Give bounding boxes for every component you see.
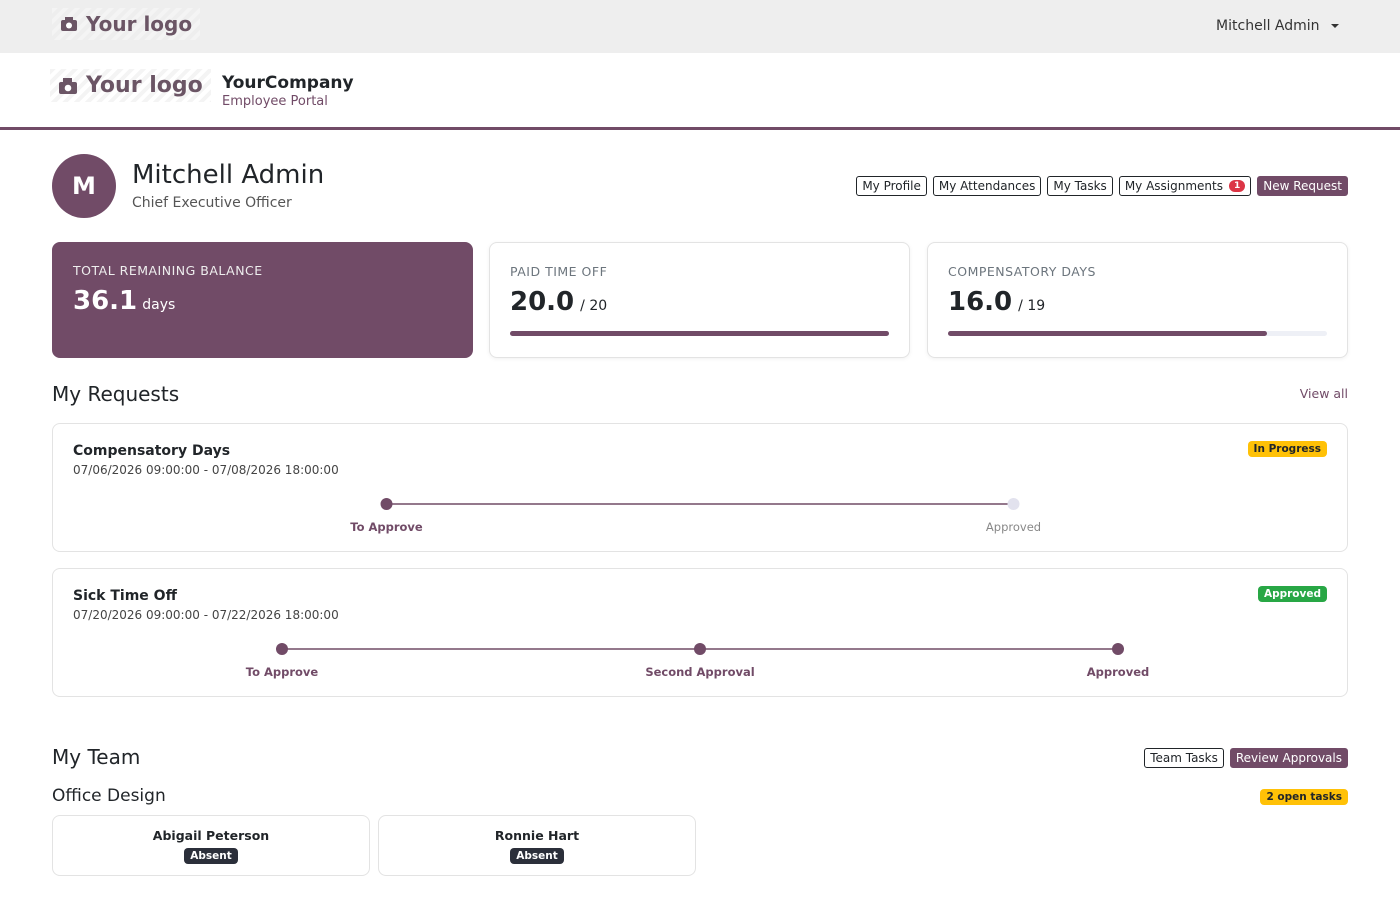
- logo-text: Your logo: [86, 12, 193, 36]
- step-dot: [694, 643, 706, 655]
- open-tasks-badge[interactable]: 2 open tasks: [1260, 789, 1348, 805]
- request-name: Compensatory Days: [73, 443, 231, 459]
- step-label: To Approve: [350, 520, 423, 534]
- logo[interactable]: Your logo: [50, 69, 211, 102]
- allocation-value: 16.0: [948, 287, 1013, 317]
- view-all-link[interactable]: View all: [1299, 386, 1348, 401]
- step-label: Second Approval: [645, 665, 755, 679]
- profile-name: Mitchell Admin: [132, 160, 325, 190]
- request-dates: 07/20/2026 09:00:00 - 07/22/2026 18:00:0…: [73, 608, 339, 622]
- timeline: [380, 498, 1020, 510]
- profile-button[interactable]: My Profile: [856, 176, 927, 196]
- allocation-card: PAID TIME OFF 20.0 / 20: [489, 242, 910, 358]
- progress-track: [510, 331, 889, 336]
- profile-button[interactable]: My Assignments 1: [1118, 176, 1252, 196]
- request-card[interactable]: Sick Time Off 07/20/2026 09:00:00 - 07/22…: [52, 568, 1348, 697]
- allocation-label: COMPENSATORY DAYS: [948, 264, 1096, 279]
- top-bar: Your logo Mitchell Admin: [0, 0, 1400, 53]
- request-card[interactable]: Compensatory Days 07/06/2026 09:00:00 - 0…: [52, 423, 1348, 552]
- count-badge: 1: [1229, 180, 1246, 192]
- progress-fill: [510, 331, 889, 336]
- balance-label: TOTAL REMAINING BALANCE: [73, 263, 263, 278]
- caret: [1331, 24, 1339, 28]
- step-dot: [276, 643, 288, 655]
- step-label: Approved: [1086, 665, 1150, 679]
- step-dot: [1112, 643, 1124, 655]
- status-badge: In Progress: [1247, 441, 1327, 457]
- button-label: My Tasks: [1053, 179, 1107, 193]
- profile-button[interactable]: New Request: [1257, 176, 1348, 196]
- section-title: My Team: [52, 745, 141, 769]
- member-name: Ronnie Hart: [494, 828, 580, 843]
- allocation-total: / 20: [580, 298, 608, 314]
- step-dot: [1007, 498, 1020, 510]
- balance-card: TOTAL REMAINING BALANCE 36.1 days: [52, 242, 473, 358]
- profile-button[interactable]: My Tasks: [1047, 176, 1113, 196]
- user-menu[interactable]: Mitchell Admin: [1216, 18, 1340, 34]
- member-card[interactable]: Ronnie Hart Absent: [378, 815, 696, 876]
- allocation-value: 20.0: [510, 287, 575, 317]
- step-label: Approved: [985, 520, 1042, 534]
- profile-actions: My Profile My Attendances My Tasks My Assig…: [850, 175, 1348, 196]
- allocation-total: / 19: [1018, 298, 1046, 314]
- member-status: Absent: [184, 848, 238, 864]
- allocation-label: PAID TIME OFF: [510, 264, 608, 279]
- request-dates: 07/06/2026 09:00:00 - 07/08/2026 18:00:0…: [73, 463, 339, 477]
- balance-unit: days: [142, 297, 176, 313]
- step-label: To Approve: [245, 665, 319, 679]
- section-title: My Requests: [52, 382, 180, 406]
- status-badge: Approved: [1257, 586, 1327, 602]
- user-name: Mitchell Admin: [1216, 18, 1320, 34]
- team-button[interactable]: Team Tasks: [1144, 748, 1224, 768]
- allocation-card: COMPENSATORY DAYS 16.0 / 19: [927, 242, 1348, 358]
- member-card[interactable]: Abigail Peterson Absent: [52, 815, 370, 876]
- step-dot: [380, 498, 393, 510]
- balance-value: 36.1: [73, 286, 138, 316]
- button-label: New Request: [1263, 179, 1342, 193]
- header: Your logo YourCompany Employee Portal: [0, 53, 1400, 130]
- allocation-amount: 16.0 / 19: [948, 287, 1327, 317]
- avatar: M: [52, 154, 116, 218]
- member-name: Abigail Peterson: [152, 828, 270, 843]
- profile-button[interactable]: My Attendances: [932, 176, 1042, 196]
- logo-text: Your logo: [86, 73, 203, 98]
- button-label: My Profile: [862, 179, 921, 193]
- button-label: My Attendances: [938, 179, 1036, 193]
- timeline: [276, 643, 1124, 655]
- camera-icon: [59, 77, 77, 94]
- request-name: Sick Time Off: [73, 588, 177, 604]
- progress-track: [948, 331, 1327, 336]
- member-status: Absent: [510, 848, 564, 864]
- portal-subtitle: Employee Portal: [222, 94, 328, 109]
- company-name: YourCompany: [222, 73, 354, 93]
- logo[interactable]: Your logo: [52, 8, 201, 40]
- allocation-amount: 20.0 / 20: [510, 287, 889, 317]
- team-button[interactable]: Review Approvals: [1229, 748, 1348, 768]
- team-actions: Team Tasks Review Approvals: [1138, 747, 1348, 768]
- button-label: My Assignments: [1124, 179, 1223, 193]
- job-title: Chief Executive Officer: [132, 195, 292, 211]
- progress-fill: [948, 331, 1268, 336]
- group-name: Office Design: [52, 786, 166, 806]
- camera-icon: [61, 17, 77, 31]
